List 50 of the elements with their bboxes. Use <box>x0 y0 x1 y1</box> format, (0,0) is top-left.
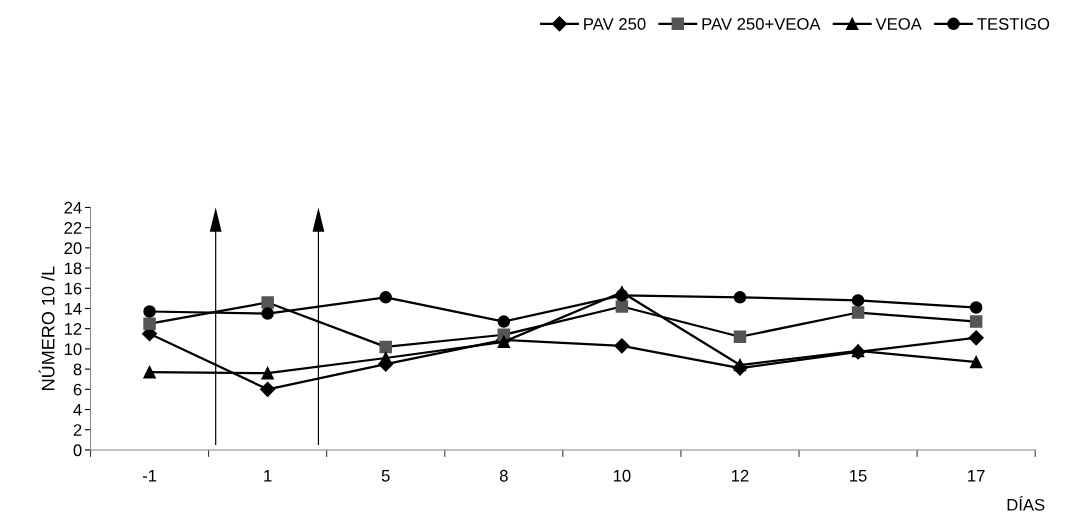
y-tick-label: 12 <box>64 323 82 335</box>
x-tick-label: 8 <box>499 469 508 482</box>
point <box>260 381 276 397</box>
point <box>969 315 983 328</box>
point <box>615 289 629 302</box>
point <box>969 355 983 369</box>
x-tick-label: 17 <box>968 470 985 482</box>
point <box>261 366 274 380</box>
x-tick-label: -1 <box>142 470 157 482</box>
point <box>379 291 392 304</box>
y-tick-label: 10 <box>64 343 82 356</box>
y-tick-label: 14 <box>64 303 82 315</box>
y-tick-label: 8 <box>73 363 82 376</box>
point <box>615 300 629 313</box>
x-axis-title: DÍAS <box>1007 496 1045 511</box>
point <box>143 317 156 330</box>
point <box>969 301 983 314</box>
point <box>379 351 392 365</box>
point <box>143 305 156 318</box>
y-tick-label: 22 <box>64 222 82 234</box>
point <box>261 307 274 320</box>
legend-label: PAV 250 <box>584 18 646 30</box>
y-tick-label: 4 <box>73 404 82 416</box>
y-tick-label: 6 <box>73 383 82 396</box>
point <box>733 291 747 304</box>
point <box>614 338 630 354</box>
point <box>261 296 274 309</box>
legend-label: PAV 250+VEOA <box>702 18 821 30</box>
x-tick-label: 1 <box>264 470 272 482</box>
x-tick-label: 12 <box>731 469 749 482</box>
x-tick-label: 15 <box>850 470 867 482</box>
y-tick-label: 2 <box>73 424 82 436</box>
point <box>733 330 747 344</box>
point <box>497 315 511 328</box>
point <box>379 340 392 354</box>
y-tick-label: 20 <box>64 242 82 255</box>
legend-label: VEOA <box>875 18 922 30</box>
y-axis-title: NÚMERO 10 /L <box>38 266 55 390</box>
y-tick-label: 18 <box>64 262 82 275</box>
x-tick-label: 10 <box>613 469 631 482</box>
y-tick-label: 0 <box>73 444 82 457</box>
point <box>851 306 865 319</box>
point <box>733 358 747 372</box>
legend-label: TESTIGO <box>977 18 1050 30</box>
y-tick-label: 16 <box>64 282 82 295</box>
x-tick-label: 5 <box>381 470 390 482</box>
point <box>143 365 156 379</box>
y-tick-label: 24 <box>64 201 82 214</box>
point <box>851 294 865 307</box>
point <box>968 330 984 346</box>
